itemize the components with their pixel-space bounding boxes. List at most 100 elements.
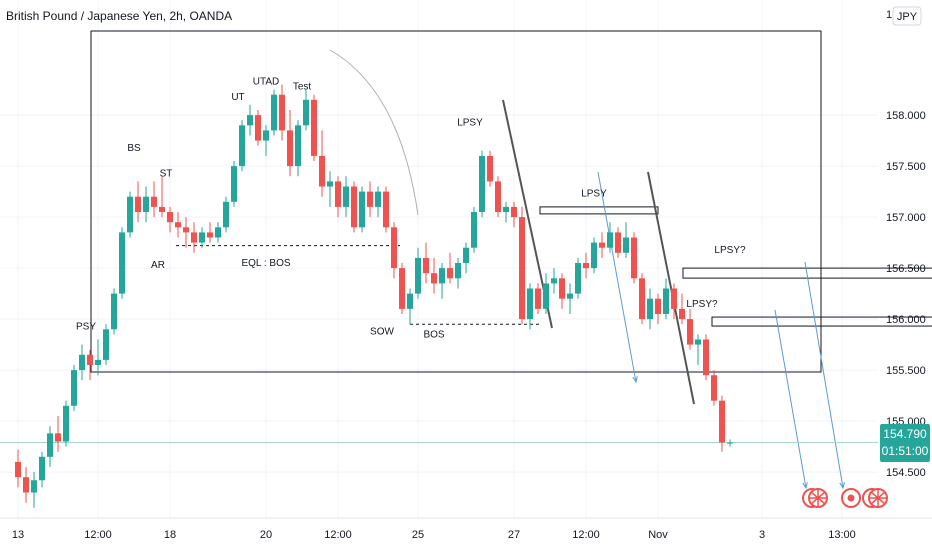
current-price-value: 154.790 (883, 427, 927, 441)
candle-body (615, 232, 621, 253)
candle-body (15, 461, 21, 478)
candle-body (39, 456, 45, 481)
candle-body (639, 278, 645, 320)
candle (511, 201, 517, 228)
candle (175, 212, 181, 238)
event-icons[interactable] (802, 488, 888, 508)
candle-body (559, 278, 565, 299)
candle (407, 288, 413, 325)
candle-body (479, 155, 485, 212)
candle (215, 222, 221, 243)
wyckoff-label: LPSY (581, 189, 607, 200)
candle-body (319, 155, 325, 187)
candle-body (335, 181, 341, 207)
candle-body (239, 125, 245, 167)
wyckoff-label: PSY (76, 321, 96, 332)
currency-button[interactable]: JPY (892, 6, 922, 26)
candle (295, 120, 301, 177)
candle-body (447, 268, 453, 279)
candle (351, 181, 357, 233)
candle-body (303, 99, 309, 126)
time-axis[interactable]: 13 12:00 18 20 12:00 25 27 12:00 Nov 3 13:00 (12, 529, 856, 541)
candle (639, 273, 645, 325)
candle (343, 176, 349, 218)
time-tick-label: Nov (648, 529, 668, 541)
candle-body (263, 130, 269, 141)
candle-body (127, 196, 133, 233)
price-tick-label: 157.500 (886, 161, 926, 173)
time-tick-label: 12:00 (324, 529, 352, 541)
candle (119, 227, 125, 299)
flag-jp-icon[interactable] (841, 488, 861, 508)
candle (471, 206, 477, 253)
candle-body (455, 263, 461, 279)
candle (71, 365, 77, 411)
flag-uk-icon[interactable] (802, 488, 828, 508)
candle-body (687, 319, 693, 345)
bar-countdown: 01:51:00 (882, 444, 929, 458)
candle (63, 400, 69, 447)
wyckoff-label: UTAD (253, 77, 279, 88)
candle-body (31, 480, 37, 493)
time-tick-label: 20 (260, 529, 272, 541)
candle (223, 196, 229, 233)
candle (47, 426, 53, 467)
candle-body (111, 293, 117, 330)
test-arc (329, 49, 419, 216)
price-tick-label: 157.000 (886, 212, 926, 224)
candle (487, 150, 493, 187)
wyckoff-label: ST (160, 168, 173, 179)
candle (567, 283, 573, 314)
candle-body (423, 257, 429, 274)
wyckoff-label: LPSY (457, 117, 483, 128)
time-tick-label: 25 (412, 529, 424, 541)
candle (127, 191, 133, 238)
candle (647, 288, 653, 330)
candle (95, 339, 101, 376)
candle (279, 84, 285, 141)
candle-body (287, 130, 293, 167)
resistance-zone (539, 206, 659, 215)
price-axis[interactable]: 158.000 157.500 157.000 156.500 156.000 155.5… (886, 9, 926, 479)
candle (391, 222, 397, 279)
candle (431, 257, 437, 294)
candle (247, 104, 253, 136)
wyckoff-label: UT (231, 92, 244, 103)
currency-label: JPY (897, 11, 918, 23)
candle (303, 89, 309, 131)
candle-body (327, 181, 333, 187)
wyckoff-label: AR (151, 260, 165, 271)
candle-body (135, 196, 141, 212)
candle (231, 161, 237, 207)
candle-body (119, 232, 125, 294)
trend-line (647, 171, 695, 405)
candles-layer (15, 84, 733, 508)
candle (439, 263, 445, 299)
candle-body (415, 257, 421, 294)
candle (719, 395, 725, 452)
projection-arrow (597, 171, 637, 383)
candle-body (231, 166, 237, 202)
candle (23, 467, 29, 503)
candle (583, 252, 589, 279)
candle (495, 176, 501, 218)
flag-uk-icon[interactable] (862, 488, 888, 508)
candle (711, 370, 717, 406)
candle (695, 334, 701, 365)
candle-body (167, 212, 173, 223)
candle-body (663, 288, 669, 314)
time-tick-label: 18 (164, 529, 176, 541)
wyckoff-label: LPSY? (714, 245, 746, 256)
candle-body (151, 196, 157, 207)
chart-title: British Pound / Japanese Yen, 2h, OANDA (6, 9, 232, 23)
candle (607, 222, 613, 253)
candle (335, 176, 341, 218)
candle (111, 288, 117, 335)
candle-body (703, 339, 709, 376)
candle (383, 186, 389, 233)
candle (375, 186, 381, 218)
wyckoff-label: BOS (423, 329, 444, 340)
candle-body (607, 232, 613, 248)
